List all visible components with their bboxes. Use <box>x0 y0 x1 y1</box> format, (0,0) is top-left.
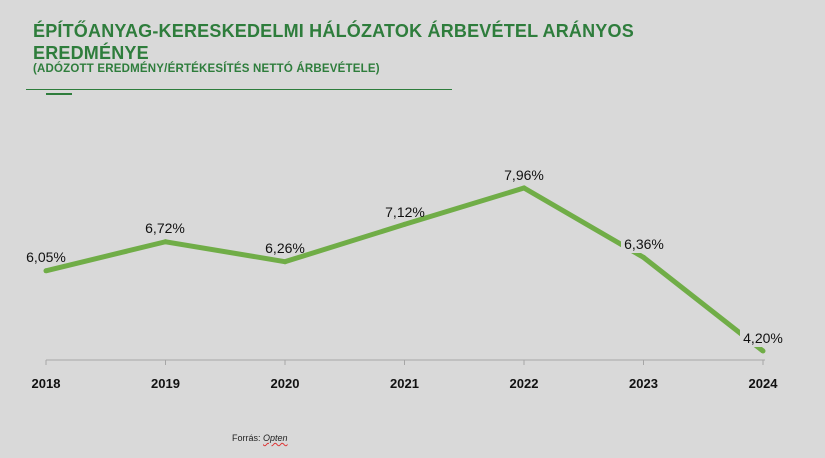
data-point-2019 <box>163 239 168 245</box>
x-tick-label-2021: 2021 <box>390 376 419 391</box>
x-tick-label-2023: 2023 <box>629 376 658 391</box>
data-label-2023: 6,36% <box>624 236 664 252</box>
source-note: Forrás: Opten <box>232 433 288 443</box>
data-label-bg-2024 <box>740 329 786 347</box>
x-tick-label-2019: 2019 <box>151 376 180 391</box>
data-point-2023 <box>641 254 646 260</box>
x-tick-label-2022: 2022 <box>510 376 539 391</box>
x-tick-label-2018: 2018 <box>32 376 61 391</box>
data-label-2020: 6,26% <box>265 240 305 256</box>
x-tick-label-2024: 2024 <box>749 376 779 391</box>
x-tick-label-2020: 2020 <box>271 376 300 391</box>
data-point-2020 <box>282 259 288 265</box>
data-label-bg-2023 <box>621 235 667 253</box>
chart-title: ÉPÍTŐANYAG-KERESKEDELMI HÁLÓZATOK ÁRBEVÉ… <box>33 21 634 63</box>
data-label-2024: 4,20% <box>743 330 783 346</box>
data-point-2024 <box>760 348 766 354</box>
data-label-2018: 6,05% <box>26 249 66 265</box>
chart-subtitle: (ADÓZOTT EREDMÉNY/ÉRTÉKESÍTÉS NETTÓ ÁRBE… <box>33 63 380 75</box>
data-point-2018 <box>43 268 49 274</box>
source-name: Opten <box>263 433 288 443</box>
title-accent-line <box>46 93 72 95</box>
data-label-2022: 7,96% <box>504 167 544 183</box>
title-underline <box>26 89 452 90</box>
data-point-2022 <box>521 185 527 191</box>
data-label-2021: 7,12% <box>385 204 425 220</box>
data-label-2019: 6,72% <box>145 220 185 236</box>
source-label: Forrás: <box>232 433 261 443</box>
data-point-2021 <box>402 221 407 227</box>
